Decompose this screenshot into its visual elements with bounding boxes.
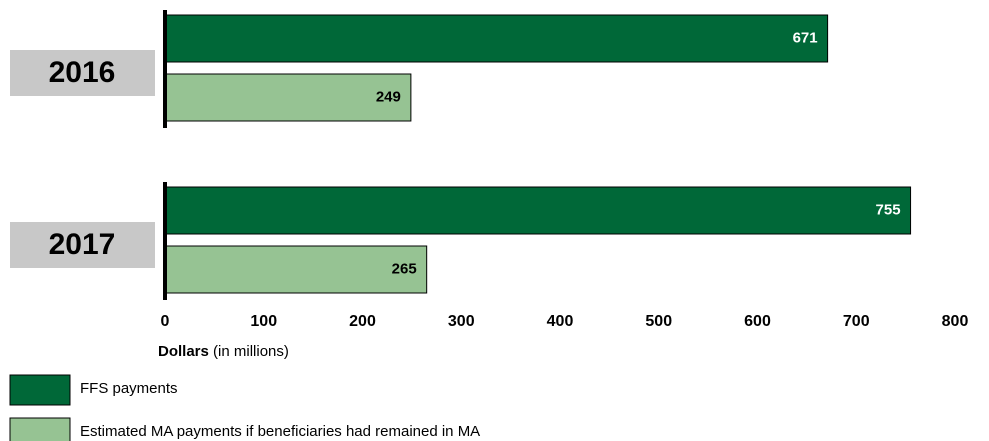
x-tick-label: 600 [744, 313, 771, 330]
x-tick-label: 300 [448, 313, 475, 330]
bar [164, 14, 829, 63]
x-axis-unit: (in millions) [213, 343, 289, 360]
data-label: 671 [793, 29, 818, 46]
x-tick-label: 100 [250, 313, 277, 330]
legend-swatch [9, 417, 71, 441]
data-label: 265 [392, 260, 417, 277]
category-box [10, 50, 155, 96]
category-box [10, 222, 155, 268]
x-axis-label: Dollars (in millions) [158, 343, 289, 360]
x-tick-label: 800 [942, 313, 969, 330]
x-tick-label: 200 [349, 313, 376, 330]
data-label: 249 [376, 88, 401, 105]
y-tick-label: 2017 [49, 228, 116, 261]
bar [164, 186, 912, 235]
bar [164, 245, 428, 294]
legend-label: Estimated MA payments if beneficiaries h… [80, 423, 480, 440]
x-tick-label: 500 [645, 313, 672, 330]
y-tick-label: 2016 [49, 56, 116, 89]
x-axis-title: Dollars [158, 343, 209, 360]
x-tick-label: 400 [547, 313, 574, 330]
bar [164, 73, 412, 122]
data-label: 755 [876, 201, 901, 218]
x-tick-label: 0 [161, 313, 170, 330]
legend-swatch [9, 374, 71, 406]
x-tick-label: 700 [843, 313, 870, 330]
legend-label: FFS payments [80, 380, 178, 397]
